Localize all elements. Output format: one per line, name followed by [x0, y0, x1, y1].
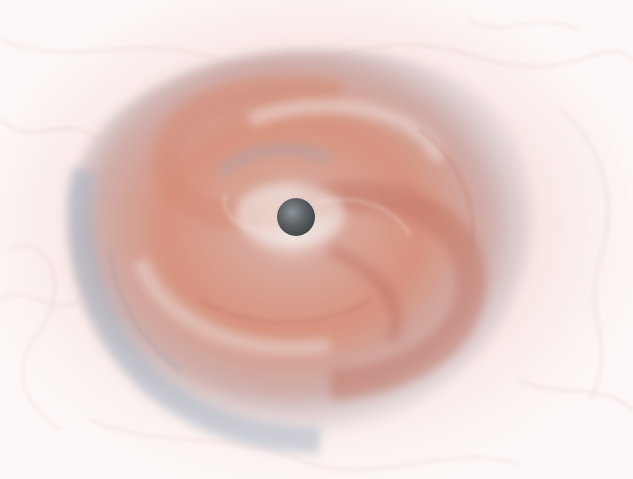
dark-core [277, 198, 315, 236]
